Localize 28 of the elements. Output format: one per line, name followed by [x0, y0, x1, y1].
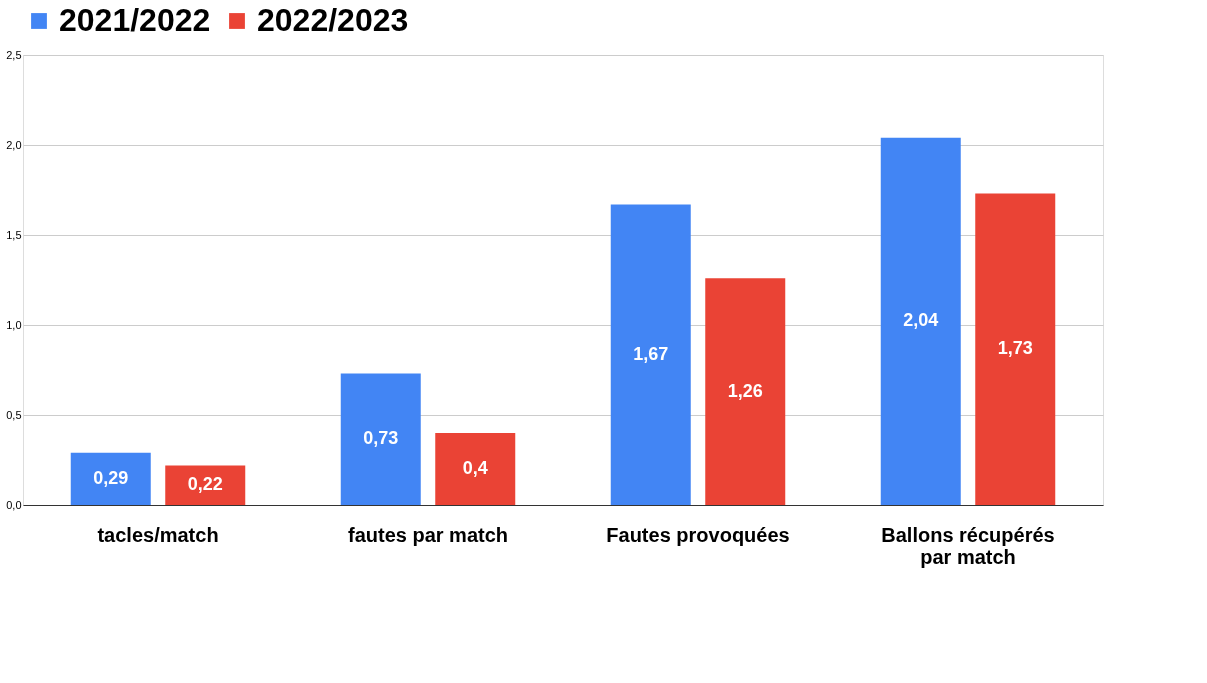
data-label: 0,29 — [93, 467, 129, 488]
y-tick-label: 0,5 — [6, 408, 22, 421]
y-tick-label: 0,0 — [6, 498, 22, 511]
data-label: 0,22 — [187, 474, 223, 495]
bar — [880, 137, 961, 505]
data-label: 0,4 — [462, 458, 488, 478]
bar — [70, 452, 151, 505]
bar — [975, 193, 1056, 505]
bar — [435, 433, 516, 505]
x-tick-label: Fautes provoquées — [606, 523, 790, 546]
data-label: 0,73 — [363, 428, 399, 449]
data-label: 1,67 — [633, 343, 669, 364]
x-tick-label: fautes par match — [347, 523, 509, 546]
x-tick-label: tacles/match — [97, 523, 219, 546]
bar — [705, 278, 786, 505]
data-label: 2,04 — [903, 310, 939, 331]
data-label: 1,26 — [727, 380, 763, 401]
y-tick-label: 2,0 — [6, 138, 22, 151]
legend-label: 2022/2023 — [257, 2, 409, 38]
bar — [165, 465, 246, 505]
bar — [610, 204, 691, 505]
y-tick-label: 2,5 — [6, 48, 22, 61]
bar — [340, 373, 421, 505]
legend-label: 2021/2022 — [59, 2, 211, 38]
y-tick-label: 1,0 — [6, 318, 22, 331]
data-label: 1,73 — [997, 338, 1033, 359]
y-tick-label: 1,5 — [6, 228, 22, 241]
x-tick-label: Ballons récupérés par match — [881, 523, 1055, 568]
